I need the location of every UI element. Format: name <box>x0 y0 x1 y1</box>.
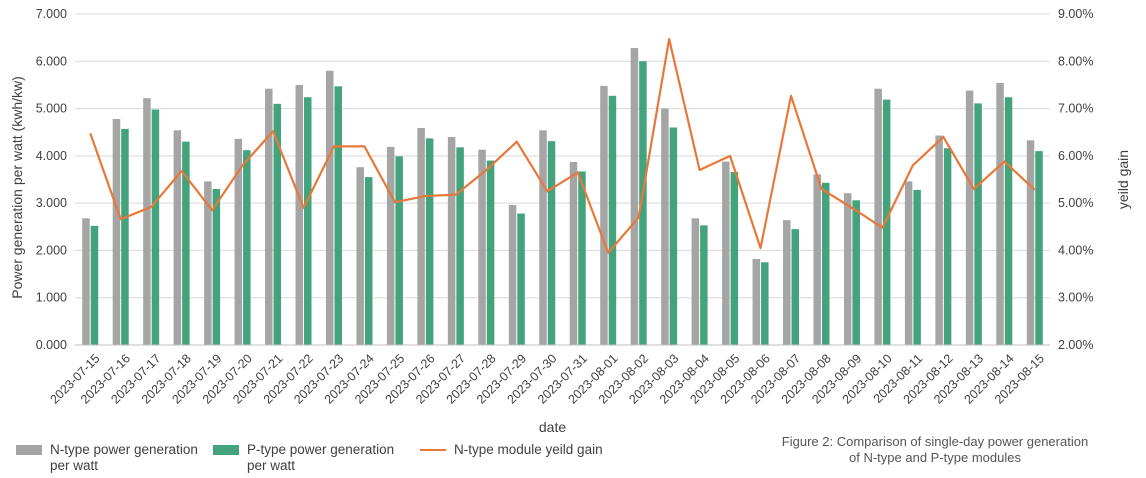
bar-p-type <box>547 141 556 345</box>
bar-n-type <box>752 258 761 345</box>
bar-p-type <box>304 97 312 345</box>
y2-tick-label: 3.00% <box>1058 291 1093 305</box>
y-tick-label: 0.000 <box>36 338 67 352</box>
bar-n-type <box>569 162 578 345</box>
legend-swatch-line <box>420 449 446 451</box>
legend-swatch-gray <box>16 445 42 455</box>
bar-p-type <box>608 95 617 345</box>
bar-n-type <box>508 205 517 345</box>
bar-n-type <box>204 181 212 345</box>
bar-p-type <box>212 188 221 345</box>
bar-p-type <box>730 171 739 345</box>
legend-label: N-type module yeild gain <box>454 442 603 457</box>
bar-p-type <box>700 225 708 345</box>
y-tick-label: 7.000 <box>36 7 67 21</box>
bar-p-type <box>425 138 434 345</box>
legend-item-n-type: N-type power generation per watt <box>16 442 198 474</box>
bar-n-type <box>325 70 334 345</box>
y-tick-label: 2.000 <box>36 243 67 257</box>
bar-n-type <box>843 193 852 345</box>
bar-n-type <box>661 108 669 345</box>
bar-n-type <box>722 161 730 345</box>
bar-p-type <box>761 262 769 345</box>
bar-n-type <box>813 174 821 345</box>
bar-n-type <box>478 149 486 345</box>
bar-n-type <box>417 127 425 345</box>
y2-tick-label: 6.00% <box>1058 149 1093 163</box>
bar-p-type <box>1004 97 1013 345</box>
bar-n-type <box>996 83 1004 345</box>
bar-p-type <box>273 103 282 345</box>
bar-n-type <box>874 88 882 345</box>
y-tick-label: 3.000 <box>36 196 67 210</box>
bar-n-type <box>447 136 456 345</box>
bar-n-type <box>630 48 639 345</box>
bar-n-type <box>386 146 395 345</box>
bar-p-type <box>882 99 891 345</box>
bar-p-type <box>1035 151 1043 345</box>
y2-tick-label: 4.00% <box>1058 243 1093 257</box>
line-yield-gain <box>89 37 1036 254</box>
y2-tick-label: 5.00% <box>1058 196 1093 210</box>
bar-n-type <box>143 98 151 345</box>
bar-p-type <box>182 141 190 345</box>
bar-n-type <box>356 167 364 345</box>
bar-p-type <box>669 127 678 345</box>
bar-p-type <box>334 86 342 346</box>
y2-tick-label: 7.00% <box>1058 102 1093 116</box>
bar-n-type <box>234 138 243 345</box>
bar-n-type <box>112 118 121 345</box>
bar-n-type <box>600 85 608 346</box>
bar-n-type <box>904 181 913 345</box>
bar-p-type <box>913 189 921 345</box>
bar-n-type <box>1026 140 1035 345</box>
bar-p-type <box>456 147 464 345</box>
bar-p-type <box>578 171 586 345</box>
legend-label: N-type power generation <box>50 442 198 457</box>
bar-n-type <box>691 218 700 345</box>
bar-n-type <box>935 135 943 345</box>
legend-item-p-type: P-type power generation per watt <box>213 442 394 474</box>
bar-p-type <box>151 109 160 345</box>
bar-n-type <box>295 84 304 345</box>
y2-tick-label: 2.00% <box>1058 338 1093 352</box>
bar-n-type <box>173 130 182 345</box>
y-tick-label: 5.000 <box>36 102 67 116</box>
legend-item-gain: N-type module yeild gain <box>420 442 603 458</box>
bar-p-type <box>364 177 373 345</box>
bar-p-type <box>791 229 800 345</box>
bar-n-type <box>965 90 974 345</box>
legend-label: per watt <box>247 458 296 473</box>
figure-caption: Figure 2: Comparison of single-day power… <box>770 434 1100 466</box>
bar-p-type <box>943 148 952 345</box>
y-tick-label: 6.000 <box>36 54 67 68</box>
y-tick-label: 1.000 <box>36 291 67 305</box>
bar-p-type <box>243 150 251 345</box>
bar-p-type <box>852 200 860 345</box>
legend-swatch-green <box>213 445 239 455</box>
bar-p-type <box>517 213 525 345</box>
y2-tick-label: 8.00% <box>1058 54 1093 68</box>
bar-p-type <box>121 128 129 345</box>
y2-tick-label: 9.00% <box>1058 7 1093 21</box>
legend-label: P-type power generation <box>247 442 395 457</box>
y-tick-label: 4.000 <box>36 149 67 163</box>
caption-line: Figure 2: Comparison of single-day power… <box>781 434 1089 449</box>
bar-n-type <box>539 130 547 345</box>
caption-line: of N-type and P-type modules <box>849 450 1021 465</box>
bar-p-type <box>90 225 99 345</box>
bar-p-type <box>821 182 830 345</box>
bar-n-type <box>783 220 791 345</box>
bar-n-type <box>82 218 90 345</box>
bar-p-type <box>974 103 982 346</box>
bar-p-type <box>639 61 647 346</box>
y-axis-title: Power generation per watt (kwh/kw) <box>9 76 25 299</box>
x-axis-title: date <box>539 419 566 435</box>
bar-p-type <box>395 156 403 345</box>
y2-axis-title: yeild gain <box>1115 150 1131 209</box>
bar-p-type <box>486 160 495 345</box>
legend-label: per watt <box>50 458 99 473</box>
bar-n-type <box>265 88 273 345</box>
